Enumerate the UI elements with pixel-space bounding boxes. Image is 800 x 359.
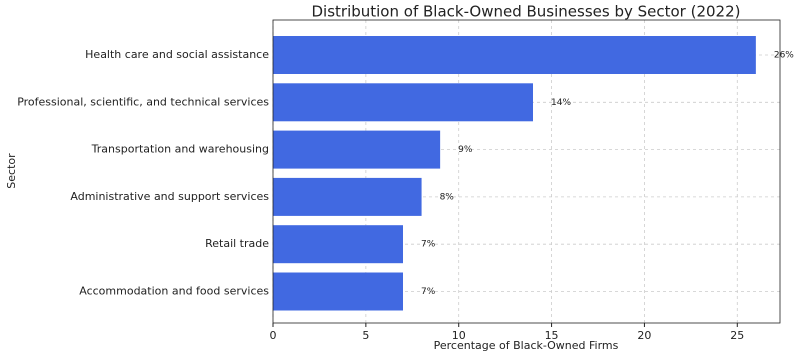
y-axis-label: Sector bbox=[5, 153, 18, 189]
bar bbox=[273, 83, 533, 122]
value-label: 9% bbox=[458, 145, 473, 155]
x-tick-label: 25 bbox=[730, 329, 744, 342]
x-tick-label: 5 bbox=[362, 329, 369, 342]
x-tick-label: 15 bbox=[545, 329, 559, 342]
x-tick-label: 10 bbox=[452, 329, 466, 342]
y-tick-label: Administrative and support services bbox=[70, 190, 269, 203]
y-tick-label: Retail trade bbox=[205, 237, 269, 250]
x-tick-label: 0 bbox=[270, 329, 277, 342]
chart-title: Distribution of Black-Owned Businesses b… bbox=[311, 3, 740, 21]
bar bbox=[273, 36, 756, 74]
bar bbox=[273, 177, 422, 216]
x-axis-label: Percentage of Black-Owned Firms bbox=[434, 339, 619, 352]
value-label: 8% bbox=[440, 192, 455, 202]
bar bbox=[273, 272, 403, 311]
value-label: 7% bbox=[421, 287, 436, 297]
value-label: 7% bbox=[421, 240, 436, 250]
y-tick-label: Professional, scientific, and technical … bbox=[17, 95, 269, 108]
plot-frame bbox=[272, 19, 781, 324]
y-tick-label: Transportation and warehousing bbox=[91, 143, 269, 156]
x-tick-label: 20 bbox=[637, 329, 651, 342]
bar bbox=[273, 130, 441, 169]
y-tick-label: Accommodation and food services bbox=[79, 285, 269, 298]
value-label: 26% bbox=[774, 51, 794, 61]
y-tick-label: Health care and social assistance bbox=[85, 48, 269, 61]
value-label: 14% bbox=[551, 98, 571, 108]
bar bbox=[273, 225, 403, 264]
